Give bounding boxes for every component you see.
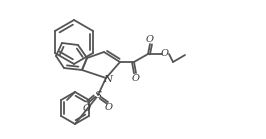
Text: O: O [105, 102, 113, 111]
Text: O: O [146, 34, 154, 44]
Text: O: O [161, 49, 169, 58]
Text: N: N [103, 75, 113, 84]
Text: O: O [132, 74, 140, 83]
Text: S: S [94, 90, 102, 100]
Text: O: O [83, 104, 91, 112]
